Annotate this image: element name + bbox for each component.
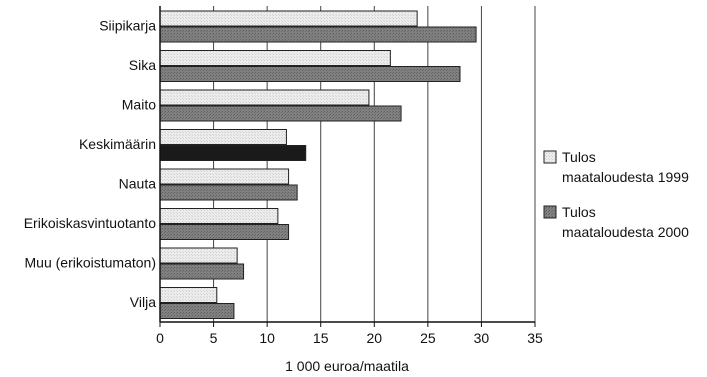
x-tick-label-5: 5 [210, 330, 218, 346]
x-tick-labels: 0 5 10 15 20 25 30 35 [156, 330, 543, 346]
category-label-sika: Sika [129, 57, 156, 73]
legend-swatch-series-2 [543, 205, 557, 219]
bar-muu-erikoistumaton-series-2 [159, 263, 245, 280]
bars [159, 10, 477, 319]
bar-keskimaarin-series-2 [159, 145, 307, 161]
category-label-muu-erikoistumaton: Muu (erikoistumaton) [25, 255, 157, 271]
legend-swatch-series-1 [543, 150, 557, 164]
bar-sika-series-1 [159, 50, 391, 66]
bar-erikoiskasvintuotanto-series-2 [159, 224, 290, 240]
category-label-vilja: Vilja [130, 294, 156, 310]
x-tick-label-30: 30 [474, 330, 490, 346]
bar-vilja-series-1 [159, 287, 218, 303]
legend: Tulos maataloudesta 1999 Tulos maataloudest… [543, 149, 689, 240]
bar-sika-series-2 [159, 66, 461, 82]
legend-label-series-1-line-2: maataloudesta 1999 [562, 169, 689, 185]
x-tick-label-25: 25 [420, 330, 436, 346]
legend-label-series-1-line-1: Tulos [562, 149, 596, 165]
x-axis-title: 1 000 euroa/maatila [285, 358, 409, 374]
bar-siipikarja-series-2 [159, 26, 477, 43]
x-tick-label-35: 35 [527, 330, 543, 346]
axes [159, 6, 536, 327]
bar-vilja-series-2 [159, 303, 235, 319]
category-label-siipikarja: Siipikarja [99, 18, 156, 34]
category-label-erikoiskasvintuotanto: Erikoiskasvintuotanto [24, 215, 157, 231]
x-tick-label-10: 10 [259, 330, 275, 346]
x-tick-label-0: 0 [156, 330, 164, 346]
bar-maito-series-2 [159, 105, 402, 122]
bar-keskimaarin-series-1 [159, 129, 287, 145]
category-label-keskimaarin: Keskimäärin [79, 136, 156, 152]
bar-nauta-series-2 [159, 184, 298, 201]
category-label-nauta: Nauta [119, 176, 157, 192]
bar-siipikarja-series-1 [159, 10, 418, 27]
legend-label-series-2-line-2: maataloudesta 2000 [562, 224, 689, 240]
x-tick-label-20: 20 [366, 330, 382, 346]
x-tick-label-15: 15 [313, 330, 329, 346]
bar-maito-series-1 [159, 89, 370, 106]
category-label-maito: Maito [122, 97, 156, 113]
bar-erikoiskasvintuotanto-series-1 [159, 208, 279, 224]
category-labels: Siipikarja Sika Maito Keskimäärin Nauta Eriko… [24, 18, 157, 311]
legend-label-series-2-line-1: Tulos [562, 204, 596, 220]
bar-nauta-series-1 [159, 168, 290, 185]
bar-muu-erikoistumaton-series-1 [159, 247, 238, 264]
